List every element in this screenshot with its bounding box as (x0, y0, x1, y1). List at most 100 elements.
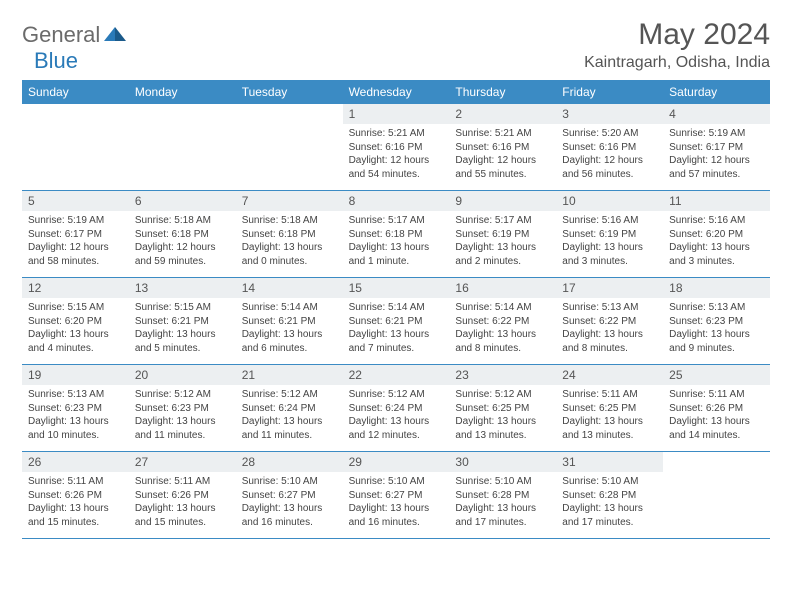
sunrise-text: Sunrise: 5:17 AM (349, 214, 444, 228)
sunset-text: Sunset: 6:19 PM (455, 228, 550, 242)
week-row: 26Sunrise: 5:11 AMSunset: 6:26 PMDayligh… (22, 452, 770, 539)
cell-body: Sunrise: 5:11 AMSunset: 6:26 PMDaylight:… (22, 472, 129, 534)
daylight-text: Daylight: 13 hours and 12 minutes. (349, 415, 444, 442)
calendar-cell: 21Sunrise: 5:12 AMSunset: 6:24 PMDayligh… (236, 365, 343, 451)
calendar-cell: 7Sunrise: 5:18 AMSunset: 6:18 PMDaylight… (236, 191, 343, 277)
header: General May 2024 Kaintragarh, Odisha, In… (22, 18, 770, 72)
calendar-cell: 16Sunrise: 5:14 AMSunset: 6:22 PMDayligh… (449, 278, 556, 364)
cell-body: Sunrise: 5:13 AMSunset: 6:23 PMDaylight:… (663, 298, 770, 360)
daylight-text: Daylight: 13 hours and 3 minutes. (669, 241, 764, 268)
cell-body: Sunrise: 5:17 AMSunset: 6:19 PMDaylight:… (449, 211, 556, 273)
day-number: 20 (129, 365, 236, 385)
logo: General (22, 22, 128, 48)
day-number: 8 (343, 191, 450, 211)
day-number: 3 (556, 104, 663, 124)
sunset-text: Sunset: 6:27 PM (349, 489, 444, 503)
daylight-text: Daylight: 13 hours and 16 minutes. (349, 502, 444, 529)
cell-body: Sunrise: 5:15 AMSunset: 6:20 PMDaylight:… (22, 298, 129, 360)
daylight-text: Daylight: 13 hours and 6 minutes. (242, 328, 337, 355)
title-block: May 2024 Kaintragarh, Odisha, India (584, 18, 770, 72)
cell-body: Sunrise: 5:11 AMSunset: 6:26 PMDaylight:… (129, 472, 236, 534)
cell-body: Sunrise: 5:18 AMSunset: 6:18 PMDaylight:… (129, 211, 236, 273)
sunset-text: Sunset: 6:16 PM (455, 141, 550, 155)
sunrise-text: Sunrise: 5:21 AM (349, 127, 444, 141)
daylight-text: Daylight: 13 hours and 16 minutes. (242, 502, 337, 529)
calendar-cell: 15Sunrise: 5:14 AMSunset: 6:21 PMDayligh… (343, 278, 450, 364)
sunset-text: Sunset: 6:21 PM (242, 315, 337, 329)
cell-body: Sunrise: 5:19 AMSunset: 6:17 PMDaylight:… (22, 211, 129, 273)
sunrise-text: Sunrise: 5:12 AM (135, 388, 230, 402)
sunset-text: Sunset: 6:28 PM (455, 489, 550, 503)
sunset-text: Sunset: 6:28 PM (562, 489, 657, 503)
cell-body (22, 124, 129, 132)
calendar-cell (22, 104, 129, 190)
sunset-text: Sunset: 6:17 PM (669, 141, 764, 155)
cell-body: Sunrise: 5:10 AMSunset: 6:27 PMDaylight:… (343, 472, 450, 534)
calendar-cell: 27Sunrise: 5:11 AMSunset: 6:26 PMDayligh… (129, 452, 236, 538)
calendar-cell: 10Sunrise: 5:16 AMSunset: 6:19 PMDayligh… (556, 191, 663, 277)
day-number: 15 (343, 278, 450, 298)
calendar-cell: 11Sunrise: 5:16 AMSunset: 6:20 PMDayligh… (663, 191, 770, 277)
day-number: 28 (236, 452, 343, 472)
day-number: 2 (449, 104, 556, 124)
calendar-cell: 19Sunrise: 5:13 AMSunset: 6:23 PMDayligh… (22, 365, 129, 451)
sunset-text: Sunset: 6:23 PM (135, 402, 230, 416)
day-number: 10 (556, 191, 663, 211)
day-number: 4 (663, 104, 770, 124)
cell-body: Sunrise: 5:12 AMSunset: 6:23 PMDaylight:… (129, 385, 236, 447)
day-number: 12 (22, 278, 129, 298)
day-number: 18 (663, 278, 770, 298)
day-number: 29 (343, 452, 450, 472)
sunset-text: Sunset: 6:22 PM (455, 315, 550, 329)
cell-body: Sunrise: 5:20 AMSunset: 6:16 PMDaylight:… (556, 124, 663, 186)
calendar-cell: 26Sunrise: 5:11 AMSunset: 6:26 PMDayligh… (22, 452, 129, 538)
daylight-text: Daylight: 13 hours and 11 minutes. (242, 415, 337, 442)
sunrise-text: Sunrise: 5:16 AM (669, 214, 764, 228)
sunset-text: Sunset: 6:22 PM (562, 315, 657, 329)
sunrise-text: Sunrise: 5:18 AM (135, 214, 230, 228)
sunset-text: Sunset: 6:18 PM (349, 228, 444, 242)
calendar-cell: 2Sunrise: 5:21 AMSunset: 6:16 PMDaylight… (449, 104, 556, 190)
cell-body: Sunrise: 5:12 AMSunset: 6:24 PMDaylight:… (236, 385, 343, 447)
daylight-text: Daylight: 12 hours and 56 minutes. (562, 154, 657, 181)
sunrise-text: Sunrise: 5:15 AM (28, 301, 123, 315)
day-number: 17 (556, 278, 663, 298)
cell-body: Sunrise: 5:19 AMSunset: 6:17 PMDaylight:… (663, 124, 770, 186)
calendar-cell (236, 104, 343, 190)
daylight-text: Daylight: 12 hours and 54 minutes. (349, 154, 444, 181)
day-number: 16 (449, 278, 556, 298)
sunset-text: Sunset: 6:24 PM (349, 402, 444, 416)
daylight-text: Daylight: 13 hours and 13 minutes. (455, 415, 550, 442)
sunrise-text: Sunrise: 5:12 AM (242, 388, 337, 402)
calendar-cell: 12Sunrise: 5:15 AMSunset: 6:20 PMDayligh… (22, 278, 129, 364)
sunset-text: Sunset: 6:23 PM (669, 315, 764, 329)
calendar-cell: 24Sunrise: 5:11 AMSunset: 6:25 PMDayligh… (556, 365, 663, 451)
daylight-text: Daylight: 13 hours and 3 minutes. (562, 241, 657, 268)
daylight-text: Daylight: 12 hours and 57 minutes. (669, 154, 764, 181)
sunrise-text: Sunrise: 5:14 AM (455, 301, 550, 315)
daylight-text: Daylight: 12 hours and 59 minutes. (135, 241, 230, 268)
cell-body: Sunrise: 5:12 AMSunset: 6:24 PMDaylight:… (343, 385, 450, 447)
day-number: 11 (663, 191, 770, 211)
day-number (129, 104, 236, 124)
daylight-text: Daylight: 13 hours and 10 minutes. (28, 415, 123, 442)
day-number: 24 (556, 365, 663, 385)
cell-body (663, 472, 770, 480)
cell-body: Sunrise: 5:10 AMSunset: 6:28 PMDaylight:… (449, 472, 556, 534)
sunset-text: Sunset: 6:21 PM (135, 315, 230, 329)
sunset-text: Sunset: 6:26 PM (135, 489, 230, 503)
calendar-cell: 4Sunrise: 5:19 AMSunset: 6:17 PMDaylight… (663, 104, 770, 190)
sunrise-text: Sunrise: 5:13 AM (28, 388, 123, 402)
day-number: 21 (236, 365, 343, 385)
calendar-cell: 9Sunrise: 5:17 AMSunset: 6:19 PMDaylight… (449, 191, 556, 277)
daylight-text: Daylight: 13 hours and 2 minutes. (455, 241, 550, 268)
daylight-text: Daylight: 13 hours and 1 minute. (349, 241, 444, 268)
location-label: Kaintragarh, Odisha, India (584, 54, 770, 72)
day-number: 27 (129, 452, 236, 472)
sunrise-text: Sunrise: 5:10 AM (242, 475, 337, 489)
daylight-text: Daylight: 12 hours and 58 minutes. (28, 241, 123, 268)
daylight-text: Daylight: 13 hours and 13 minutes. (562, 415, 657, 442)
calendar: Sunday Monday Tuesday Wednesday Thursday… (22, 80, 770, 539)
daylight-text: Daylight: 13 hours and 8 minutes. (562, 328, 657, 355)
sunset-text: Sunset: 6:18 PM (242, 228, 337, 242)
